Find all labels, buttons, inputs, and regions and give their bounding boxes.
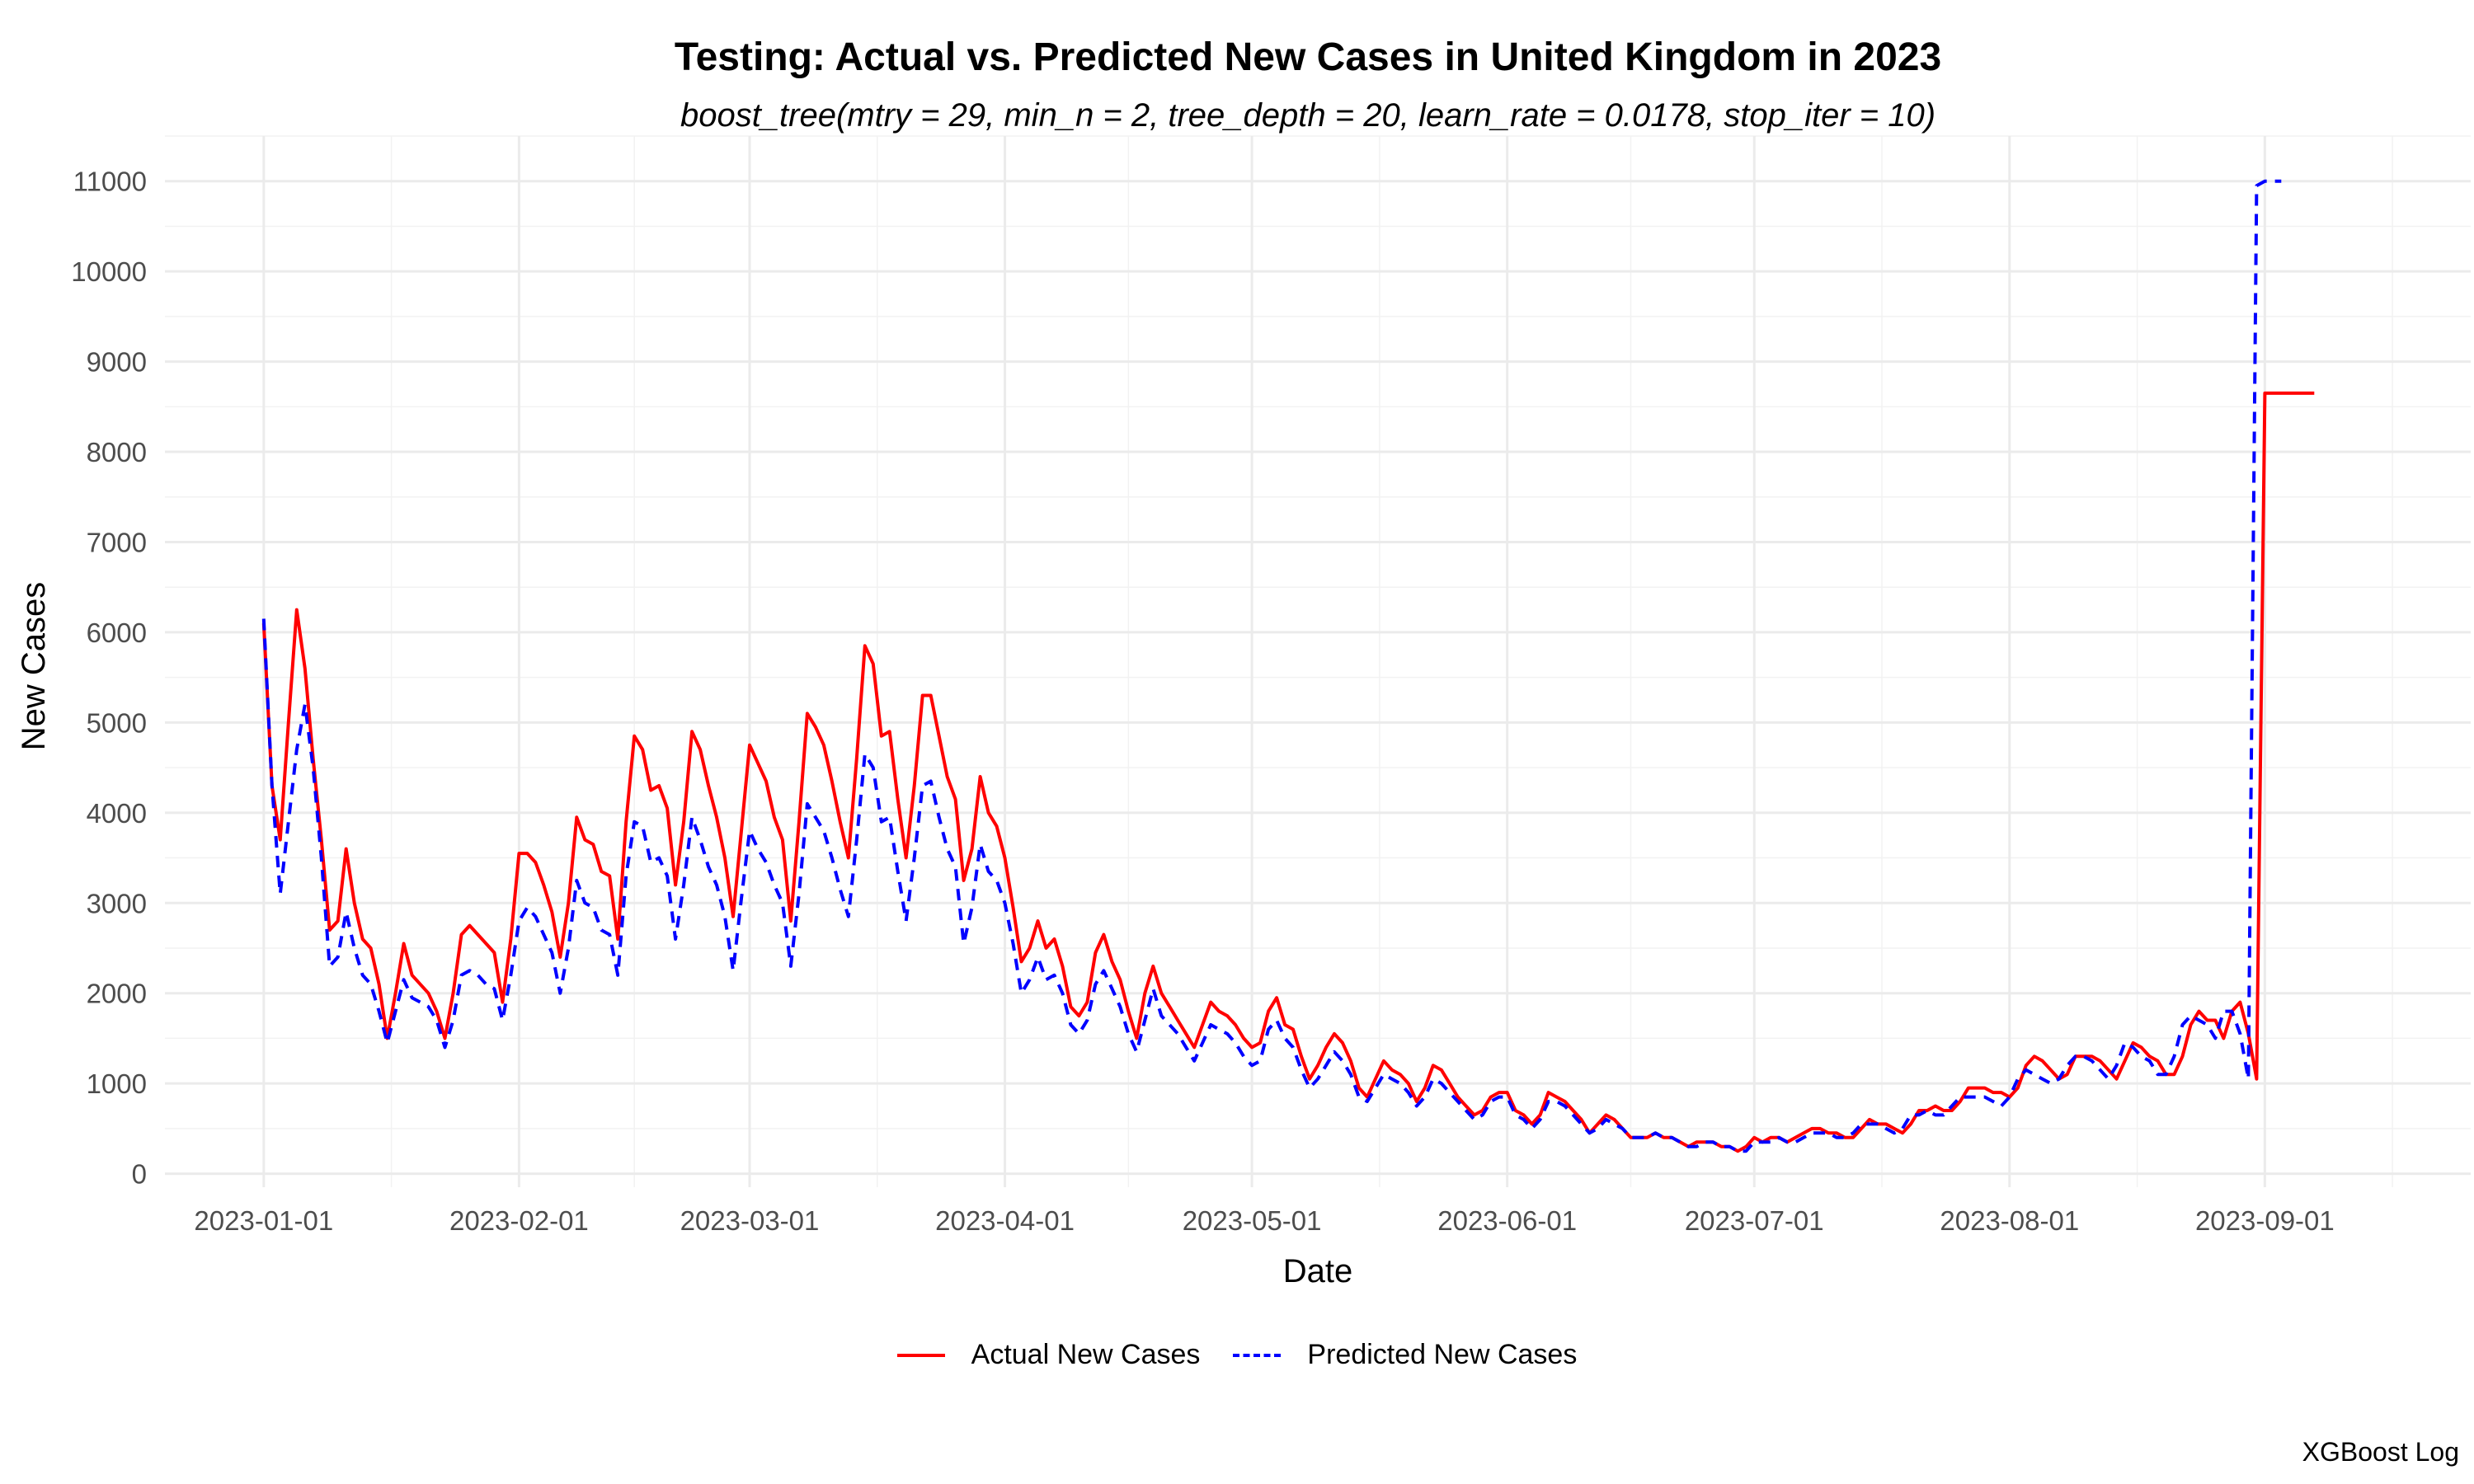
x-axis-tick-labels: 2023-01-01 2023-02-01 2023-03-01 2023-04-01… bbox=[194, 1205, 2334, 1236]
x-tick-label: 2023-01-01 bbox=[194, 1205, 333, 1236]
y-tick-label: 3000 bbox=[87, 888, 147, 918]
actual-cases-line bbox=[261, 391, 2315, 1153]
chart-title: Testing: Actual vs. Predicted New Cases … bbox=[674, 35, 1942, 79]
legend-key-predicted bbox=[1233, 1353, 1282, 1357]
y-tick-label: 2000 bbox=[87, 979, 147, 1009]
y-tick-label: 0 bbox=[132, 1159, 147, 1190]
y-axis-tick-labels: 0 1000 2000 3000 4000 5000 6000 7000 8000 9000 100… bbox=[71, 167, 147, 1190]
x-tick-label: 2023-08-01 bbox=[1940, 1205, 2079, 1236]
y-axis-label: New Cases bbox=[16, 582, 52, 751]
y-tick-label: 11000 bbox=[73, 167, 147, 197]
y-tick-label: 6000 bbox=[87, 618, 147, 648]
legend-label-predicted: Predicted New Cases bbox=[1307, 1339, 1578, 1370]
x-axis-label: Date bbox=[1283, 1253, 1353, 1289]
x-tick-label: 2023-07-01 bbox=[1685, 1205, 1824, 1236]
chart-caption: XGBoost Log bbox=[2302, 1437, 2459, 1467]
y-tick-label: 4000 bbox=[87, 798, 147, 829]
x-tick-label: 2023-09-01 bbox=[2195, 1205, 2335, 1236]
y-tick-label: 10000 bbox=[71, 256, 147, 287]
minor-gridlines bbox=[165, 135, 2471, 1187]
legend-key-actual bbox=[896, 1353, 945, 1357]
x-tick-label: 2023-02-01 bbox=[449, 1205, 589, 1236]
y-tick-label: 1000 bbox=[87, 1068, 147, 1099]
x-tick-label: 2023-06-01 bbox=[1437, 1205, 1577, 1236]
chart-legend: Actual New Cases Predicted New Cases bbox=[0, 1339, 2474, 1371]
y-tick-label: 8000 bbox=[87, 437, 147, 467]
legend-label-actual: Actual New Cases bbox=[971, 1339, 1201, 1370]
legend-item-actual: Actual New Cases bbox=[896, 1339, 1201, 1371]
x-tick-label: 2023-03-01 bbox=[680, 1205, 820, 1236]
series-layer bbox=[261, 179, 2315, 1153]
legend-item-predicted: Predicted New Cases bbox=[1233, 1339, 1577, 1371]
y-tick-label: 5000 bbox=[87, 707, 147, 738]
y-tick-label: 9000 bbox=[87, 347, 147, 378]
x-tick-label: 2023-04-01 bbox=[935, 1205, 1075, 1236]
y-tick-label: 7000 bbox=[87, 527, 147, 557]
chart-subtitle: boost_tree(mtry = 29, min_n = 2, tree_de… bbox=[680, 97, 1936, 134]
x-tick-label: 2023-05-01 bbox=[1183, 1205, 1322, 1236]
major-gridlines bbox=[165, 136, 2471, 1187]
